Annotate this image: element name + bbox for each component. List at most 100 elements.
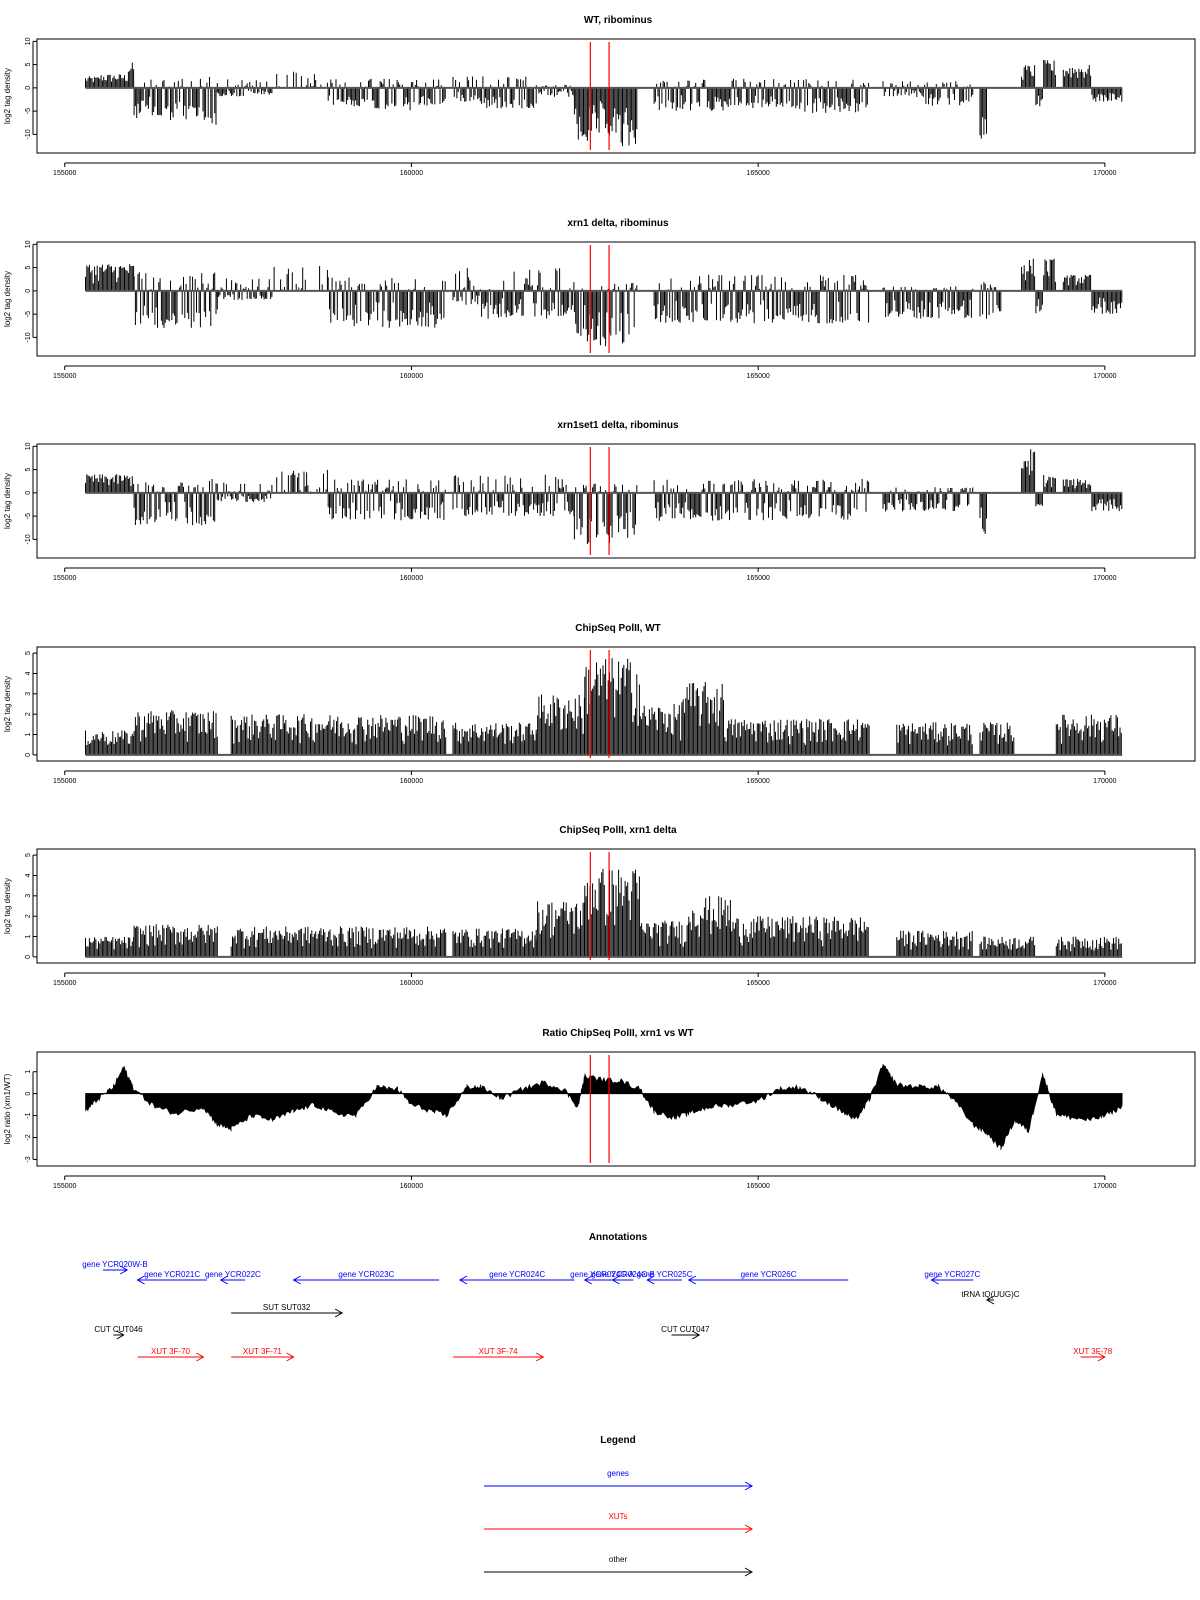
- data-bar-group: [573, 87, 638, 146]
- panel-3: xrn1set1 delta, ribominus log2 tag densit…: [3, 420, 1196, 582]
- data-bar-group: [85, 474, 135, 493]
- y-tick-label: 2: [25, 712, 32, 716]
- gene-label: gene YCR025C: [637, 1270, 693, 1279]
- y-tick-label: 0: [25, 491, 32, 495]
- data-bar-group: [639, 920, 689, 957]
- data-bar-group: [85, 62, 135, 88]
- gene-arrow-head: [136, 1275, 145, 1285]
- data-bar-group: [653, 78, 870, 113]
- xut-arrow-head: [1097, 1352, 1106, 1362]
- data-bar-group: [216, 278, 273, 300]
- data-bar-group: [1062, 478, 1123, 512]
- legend-label: XUTs: [608, 1512, 627, 1521]
- y-tick-label: -10: [25, 332, 32, 342]
- gene-arrow-head: [292, 1275, 301, 1285]
- y-tick-label: 3: [25, 692, 32, 696]
- panel-title: WT, ribominus: [584, 15, 653, 26]
- panel-title: ChipSeq PolII, xrn1 delta: [559, 825, 677, 836]
- y-tick-label: -10: [25, 534, 32, 544]
- y-tick-label: 5: [25, 468, 32, 472]
- xut-label: XUT 3F-70: [151, 1347, 191, 1356]
- gene-arrow-head: [930, 1275, 939, 1285]
- y-tick-label: -10: [25, 129, 32, 139]
- gene-label: gene YCR022C: [205, 1270, 261, 1279]
- data-bar-group: [133, 710, 218, 755]
- panel-1: WT, ribominus log2 tag density 10 5 0 -5 -10 15…: [3, 15, 1196, 177]
- x-tick-label: 160000: [400, 1183, 423, 1190]
- panel-6: Ratio ChipSeq PolII, xrn1 vs WT log2 rati…: [3, 1028, 1196, 1190]
- xut-label: XUT 3F-71: [243, 1347, 283, 1356]
- data-bar-group: [882, 286, 974, 319]
- data-bar-group: [327, 277, 446, 328]
- y-tick-label: 0: [25, 86, 32, 90]
- gene-arrow-head: [219, 1275, 229, 1285]
- y-tick-label: 0: [25, 753, 32, 757]
- x-tick-label: 165000: [746, 575, 769, 582]
- x-tick-label: 165000: [746, 980, 769, 987]
- x-tick-label: 155000: [53, 1183, 76, 1190]
- x-tick-label: 155000: [53, 980, 76, 987]
- x-tick-label: 165000: [746, 170, 769, 177]
- gene-arrow-head: [583, 1275, 593, 1285]
- plot-frame: [36, 646, 1196, 762]
- data-bar-group: [979, 722, 1015, 755]
- gene-arrow-head: [646, 1275, 655, 1285]
- data-bar-group: [85, 936, 135, 957]
- x-tick-label: 165000: [746, 778, 769, 785]
- gene-arrow-head: [687, 1275, 697, 1285]
- y-tick-label: 1: [25, 732, 32, 736]
- data-series: [85, 658, 1123, 756]
- data-bar-group: [1055, 936, 1122, 957]
- y-tick-label: -3: [25, 1156, 32, 1162]
- legend-arrowhead: [744, 1481, 754, 1491]
- y-tick-label: 1: [25, 934, 32, 938]
- data-bar-group: [327, 479, 446, 521]
- data-bar-group: [681, 682, 724, 755]
- legend-title: Legend: [600, 1435, 636, 1446]
- other-arrow-head: [691, 1330, 701, 1340]
- data-bar-group: [1021, 449, 1056, 507]
- x-tick-label: 155000: [53, 373, 76, 380]
- data-bar-group: [230, 926, 447, 957]
- data-bar-group: [1062, 65, 1123, 102]
- other-label: SUT SUT032: [263, 1303, 311, 1312]
- y-tick-label: 4: [25, 671, 32, 675]
- x-tick-label: 170000: [1093, 575, 1116, 582]
- data-bar-group: [133, 479, 218, 526]
- data-bar-group: [535, 84, 575, 97]
- panel-title: Ratio ChipSeq PolII, xrn1 vs WT: [542, 1028, 693, 1039]
- y-tick-label: 5: [25, 63, 32, 67]
- gene-label: gene YCR026C: [741, 1270, 797, 1279]
- xut-label: XUT 3F-78: [1073, 1347, 1113, 1356]
- data-bar-group: [979, 936, 1036, 957]
- data-bar-group: [452, 76, 537, 109]
- data-series: [85, 1063, 1123, 1151]
- y-axis-label: log2 tag density: [3, 68, 12, 124]
- gene-arrow-head: [458, 1275, 468, 1285]
- y-tick-label: 5: [25, 651, 32, 655]
- legend-panel: Legend genes XUTs other: [484, 1435, 754, 1577]
- x-tick-label: 170000: [1093, 1183, 1116, 1190]
- data-bar-group: [584, 868, 640, 957]
- data-bar-group: [327, 78, 446, 111]
- xut-arrow-head: [286, 1352, 295, 1362]
- gene-label: gene YCR023C: [338, 1270, 394, 1279]
- x-tick-label: 165000: [746, 373, 769, 380]
- data-bar-group: [274, 71, 328, 88]
- x-tick-label: 160000: [400, 170, 423, 177]
- data-bar-group: [639, 704, 683, 755]
- gene-label: gene YCR020W-B: [82, 1260, 148, 1269]
- panel-title: xrn1set1 delta, ribominus: [557, 420, 679, 431]
- other-label: CUT CUT046: [94, 1325, 143, 1334]
- data-bar-group: [1062, 274, 1123, 314]
- data-bar-group: [979, 282, 1002, 319]
- gene-label: gene YCR024C: [489, 1270, 545, 1279]
- data-bar-group: [1021, 258, 1056, 314]
- legend-arrowhead: [744, 1524, 754, 1534]
- y-tick-label: -5: [25, 311, 32, 317]
- y-tick-label: 3: [25, 894, 32, 898]
- gene-label: gene YCR021C: [144, 1270, 200, 1279]
- plot-frame: [36, 241, 1196, 357]
- x-tick-label: 170000: [1093, 980, 1116, 987]
